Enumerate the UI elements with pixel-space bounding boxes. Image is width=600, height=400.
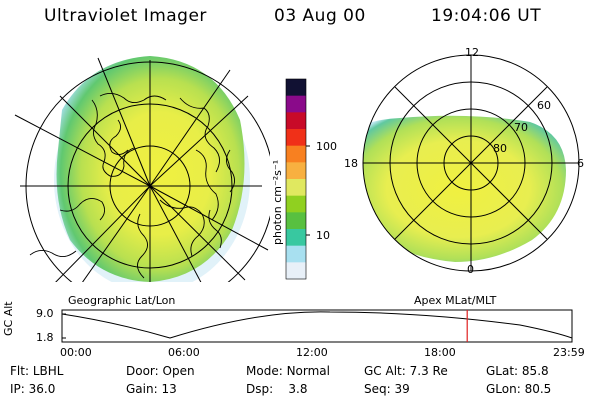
status-gain: Gain: 13	[126, 382, 177, 396]
left-panel-caption: Geographic Lat/Lon	[68, 294, 176, 307]
mlt-6-label: 6	[577, 157, 584, 170]
mode-value: Normal	[286, 364, 330, 378]
timeline-xtick-0600: 06:00	[168, 346, 200, 359]
colorbar-segment	[286, 95, 306, 113]
status-glat: GLat: 85.8	[486, 364, 549, 378]
date-label: 03 Aug 00	[274, 6, 366, 26]
door-value: Open	[162, 364, 195, 378]
timeline-xtick-1200: 12:00	[296, 346, 328, 359]
timeline-xtick-1800: 18:00	[424, 346, 456, 359]
colorbar	[285, 78, 310, 280]
colorbar-segment	[286, 112, 306, 130]
timeline-xtick-0000: 00:00	[60, 346, 92, 359]
ip-value: 36.0	[28, 382, 56, 396]
colorbar-tick-100: 100	[316, 140, 337, 153]
gc-alt-value: 7.3 Re	[409, 364, 448, 378]
magnetic-polar-panel	[362, 54, 580, 272]
status-gc-alt: GC Alt: 7.3 Re	[364, 364, 448, 378]
colorbar-unit-label: photon cm⁻²s⁻¹	[271, 159, 284, 245]
colorbar-segment	[286, 162, 306, 180]
colorbar-segment	[286, 212, 306, 230]
status-glon: GLon: 80.5	[486, 382, 552, 396]
dsp-value: 3.8	[288, 382, 308, 396]
colorbar-segment	[286, 262, 306, 280]
geographic-map-panel	[14, 56, 270, 282]
colorbar-segment	[286, 245, 306, 263]
seq-value: 39	[394, 382, 410, 396]
coastlines	[29, 93, 235, 279]
colorbar-segment	[286, 195, 306, 213]
status-mode: Mode: Normal	[246, 364, 330, 378]
mlat-80-label: 80	[493, 142, 507, 155]
mlat-70-label: 70	[514, 121, 528, 134]
instrument-title: Ultraviolet Imager	[44, 6, 207, 26]
altitude-curve	[61, 311, 573, 339]
status-dsp: Dsp: 3.8	[246, 382, 308, 396]
time-label: 19:04:06 UT	[431, 6, 542, 26]
status-door: Door: Open	[126, 364, 195, 378]
timeline-ytick-low: 1.8	[36, 331, 54, 344]
colorbar-segment	[286, 145, 306, 163]
status-seq: Seq: 39	[364, 382, 410, 396]
colorbar-segment	[286, 79, 306, 97]
orbit-timeline	[61, 309, 573, 343]
timeline-xtick-2359: 23:59	[553, 346, 585, 359]
glon-value: 80.5	[524, 382, 552, 396]
timeline-ytick-high: 9.0	[36, 307, 54, 320]
colorbar-segment	[286, 229, 306, 247]
glat-value: 85.8	[521, 364, 549, 378]
filter-value: LBHL	[32, 364, 64, 378]
mlt-0-label: 0	[467, 263, 474, 276]
timeline-ylabel: GC Alt	[2, 301, 15, 336]
colorbar-tick-10: 10	[316, 229, 330, 242]
mlt-12-label: 12	[465, 46, 479, 59]
mlat-60-label: 60	[537, 99, 551, 112]
mlt-18-label: 18	[344, 157, 358, 170]
gain-value: 13	[161, 382, 177, 396]
right-panel-caption: Apex MLat/MLT	[414, 294, 497, 307]
status-ip: IP: 36.0	[10, 382, 56, 396]
colorbar-segment	[286, 179, 306, 197]
colorbar-segment	[286, 129, 306, 147]
status-filter: Flt: LBHL	[10, 364, 64, 378]
right-aurora-oval	[363, 115, 566, 262]
